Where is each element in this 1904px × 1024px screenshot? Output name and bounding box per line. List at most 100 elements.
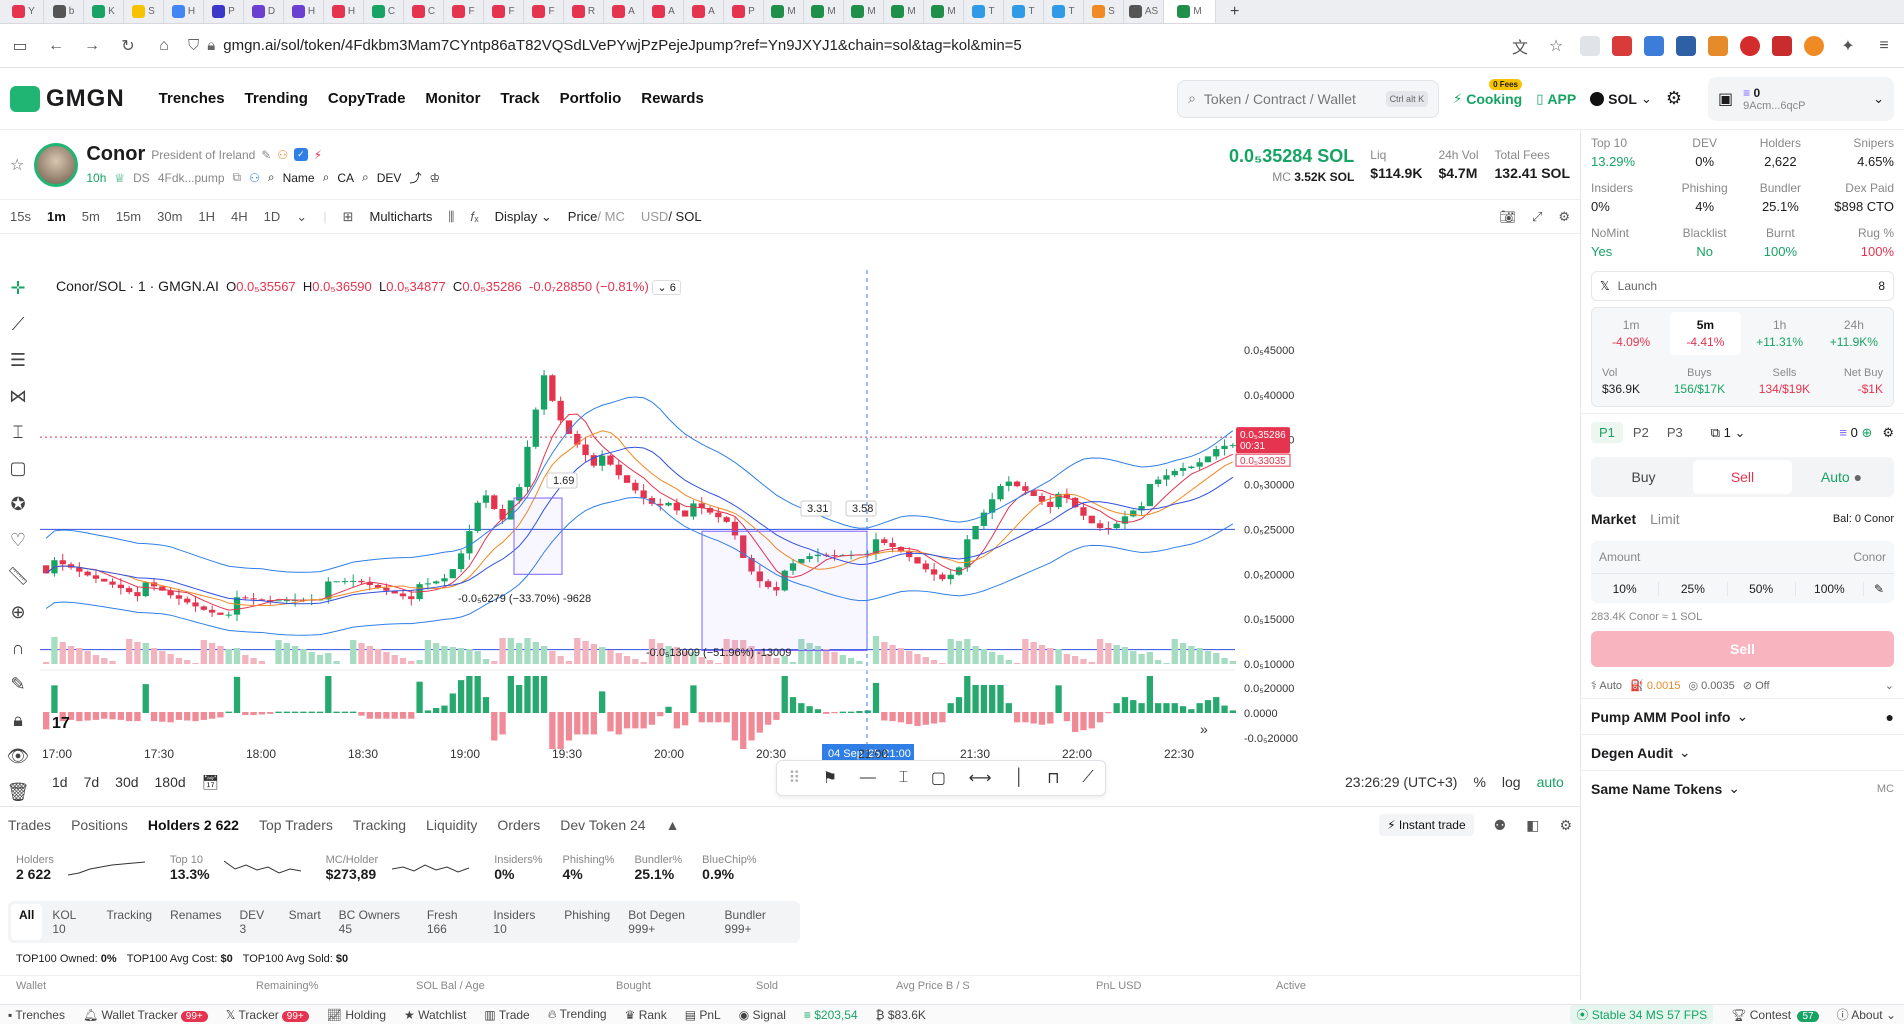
- browser-tab[interactable]: AS: [1124, 0, 1164, 23]
- browser-tab[interactable]: C: [404, 0, 444, 23]
- nav-copytrade[interactable]: CopyTrade: [327, 90, 406, 107]
- amount-input[interactable]: Amount Conor: [1599, 550, 1886, 564]
- filter-chip[interactable]: Smart: [288, 908, 321, 922]
- nav-rewards[interactable]: Rewards: [641, 90, 704, 107]
- browser-tab[interactable]: R: [564, 0, 604, 23]
- drag-handle-icon[interactable]: ⠿: [788, 770, 801, 787]
- hline-icon[interactable]: —: [859, 769, 876, 786]
- status-trending[interactable]: 🔥︎ Trending: [547, 1007, 607, 1021]
- search-dev-icon[interactable]: ⌕: [362, 170, 369, 184]
- tip-fee[interactable]: ◎ 0.0035: [1688, 680, 1735, 692]
- fullscreen-icon[interactable]: ⤢: [1531, 208, 1543, 224]
- extensions-puzzle-icon[interactable]: ✦: [1841, 37, 1855, 55]
- forward-icon[interactable]: →: [84, 36, 100, 54]
- status-signal[interactable]: ◉ Signal: [738, 1007, 786, 1022]
- right-section[interactable]: Same Name Tokens ⌄ MC: [1581, 770, 1904, 806]
- preset-p3[interactable]: P3: [1666, 425, 1683, 440]
- indicators-icon[interactable]: 𝑓ₓ: [470, 208, 479, 224]
- browser-tab[interactable]: Y: [4, 0, 44, 23]
- browser-tab[interactable]: S: [1084, 0, 1124, 23]
- column-header[interactable]: PnL USD: [1096, 980, 1142, 992]
- panel-option-icon[interactable]: ⚉: [1493, 816, 1507, 833]
- chart-settings-icon[interactable]: ⚙: [1558, 208, 1570, 224]
- panel-tab[interactable]: Tracking: [352, 817, 407, 833]
- right-section[interactable]: Degen Audit ⌄: [1581, 734, 1904, 770]
- display-button[interactable]: Display ⌄: [494, 208, 552, 224]
- translate-icon[interactable]: 文: [1511, 39, 1528, 57]
- panel-tab[interactable]: Dev Token 24: [560, 817, 646, 833]
- filter-chip[interactable]: Renames: [170, 908, 222, 922]
- measure-icon[interactable]: ⌶: [12, 421, 24, 442]
- period-tab[interactable]: 24h +11.9K%: [1829, 318, 1878, 349]
- candle-type-icon[interactable]: ⫼: [448, 208, 455, 224]
- auto-tab[interactable]: Auto ●: [1820, 469, 1863, 485]
- address-bar[interactable]: ⛉ 🔒︎ gmgn.ai/sol/token/4Fdkbm3Mam7CYntp8…: [188, 31, 1496, 61]
- ruler-icon[interactable]: 📏︎: [6, 565, 30, 586]
- column-header[interactable]: Remaining%: [256, 980, 319, 992]
- column-header[interactable]: Wallet: [16, 980, 47, 992]
- range-180d[interactable]: 180d: [154, 774, 186, 790]
- cooking-button[interactable]: ⚡ Cooking 0 Fees: [1453, 78, 1523, 107]
- about-link[interactable]: ⓘ About ⌄: [1836, 1008, 1896, 1022]
- column-header[interactable]: Avg Price B / S: [896, 980, 970, 992]
- sidebar-icon[interactable]: ▭: [12, 37, 28, 55]
- auto-fee-icon[interactable]: ⚕ Auto: [1591, 680, 1623, 692]
- status-rank[interactable]: ♛ Rank: [624, 1007, 667, 1022]
- twitter-badge-icon[interactable]: ✓: [294, 148, 308, 161]
- rectangle-icon[interactable]: ▢: [9, 457, 27, 478]
- filter-chip[interactable]: Phishing: [564, 908, 611, 922]
- magnet-icon[interactable]: ∩: [11, 637, 25, 658]
- amount-pct-button[interactable]: 25%: [1659, 581, 1728, 596]
- sell-submit-button[interactable]: Sell: [1591, 631, 1894, 667]
- browser-tab[interactable]: T: [1004, 0, 1044, 23]
- pattern-icon[interactable]: ⋈: [9, 385, 27, 406]
- filter-chip[interactable]: BC Owners 45: [338, 908, 401, 936]
- wallet-button[interactable]: ▣ ≡ 0 9Acm...6qcP ⌄: [1708, 76, 1894, 121]
- filter-chip[interactable]: Bundler 999+: [724, 908, 766, 936]
- rect-icon[interactable]: ▢: [930, 770, 947, 787]
- price-chart[interactable]: Conor/SOL · 1 · GMGN.AI O0.0₅35567 H0.0₅…: [40, 270, 1580, 802]
- panel-tab[interactable]: Top Traders: [258, 817, 333, 833]
- status-trade[interactable]: ▥ Trade: [484, 1007, 530, 1022]
- period-tab[interactable]: 1h +11.31%: [1756, 318, 1804, 349]
- browser-tab[interactable]: K: [84, 0, 124, 23]
- interval-1h[interactable]: 1H: [198, 209, 216, 224]
- calendar-icon[interactable]: 📅︎: [201, 774, 220, 790]
- column-header[interactable]: Bought: [616, 980, 651, 992]
- trash-icon[interactable]: 🗑︎: [6, 781, 30, 802]
- vrange-icon[interactable]: ⌶: [898, 769, 909, 786]
- app-button[interactable]: ▯ APP: [1536, 90, 1577, 107]
- preset-settings-icon[interactable]: ⚙: [1882, 424, 1894, 440]
- browser-tab[interactable]: T: [1044, 0, 1084, 23]
- range-1d[interactable]: 1d: [52, 774, 68, 790]
- camera-icon[interactable]: 📷︎: [1499, 208, 1516, 224]
- buy-tab[interactable]: Buy: [1631, 469, 1656, 485]
- filter-chip[interactable]: Fresh 166: [426, 908, 458, 936]
- panel-settings-icon[interactable]: ⚙: [1559, 816, 1572, 833]
- crown-icon[interactable]: ♔: [429, 170, 441, 185]
- browser-tab[interactable]: b: [44, 0, 84, 23]
- extension-icon[interactable]: [1676, 35, 1696, 56]
- chevron-down-icon[interactable]: ⌄: [296, 208, 308, 224]
- browser-tab[interactable]: A: [684, 0, 724, 23]
- browser-tab[interactable]: P: [204, 0, 244, 23]
- status-watchlist[interactable]: ★ Watchlist: [404, 1007, 467, 1022]
- status-trenches[interactable]: ▪ Trenches: [8, 1007, 65, 1022]
- interval-4h[interactable]: 4H: [231, 209, 248, 224]
- nav-monitor[interactable]: Monitor: [425, 90, 481, 107]
- browser-tab[interactable]: M: [764, 0, 804, 23]
- period-tab[interactable]: 5m -4.41%: [1670, 312, 1741, 355]
- preset-p1[interactable]: P1: [1591, 422, 1623, 443]
- usd-sol-toggle[interactable]: USD/ SOL: [640, 209, 702, 224]
- browser-tab[interactable]: A: [604, 0, 644, 23]
- panel-tab[interactable]: Orders: [497, 817, 541, 833]
- market-tab[interactable]: Market: [1591, 511, 1637, 527]
- range-7d[interactable]: 7d: [83, 774, 100, 790]
- browser-tab[interactable]: F: [444, 0, 484, 23]
- logo[interactable]: GMGN: [10, 85, 125, 113]
- browser-tab[interactable]: F: [484, 0, 524, 23]
- amount-pct-button[interactable]: 50%: [1728, 581, 1796, 596]
- browser-tab[interactable]: F: [524, 0, 564, 23]
- interval-30m[interactable]: 30m: [157, 209, 183, 224]
- eye-icon[interactable]: 👁︎: [6, 745, 30, 766]
